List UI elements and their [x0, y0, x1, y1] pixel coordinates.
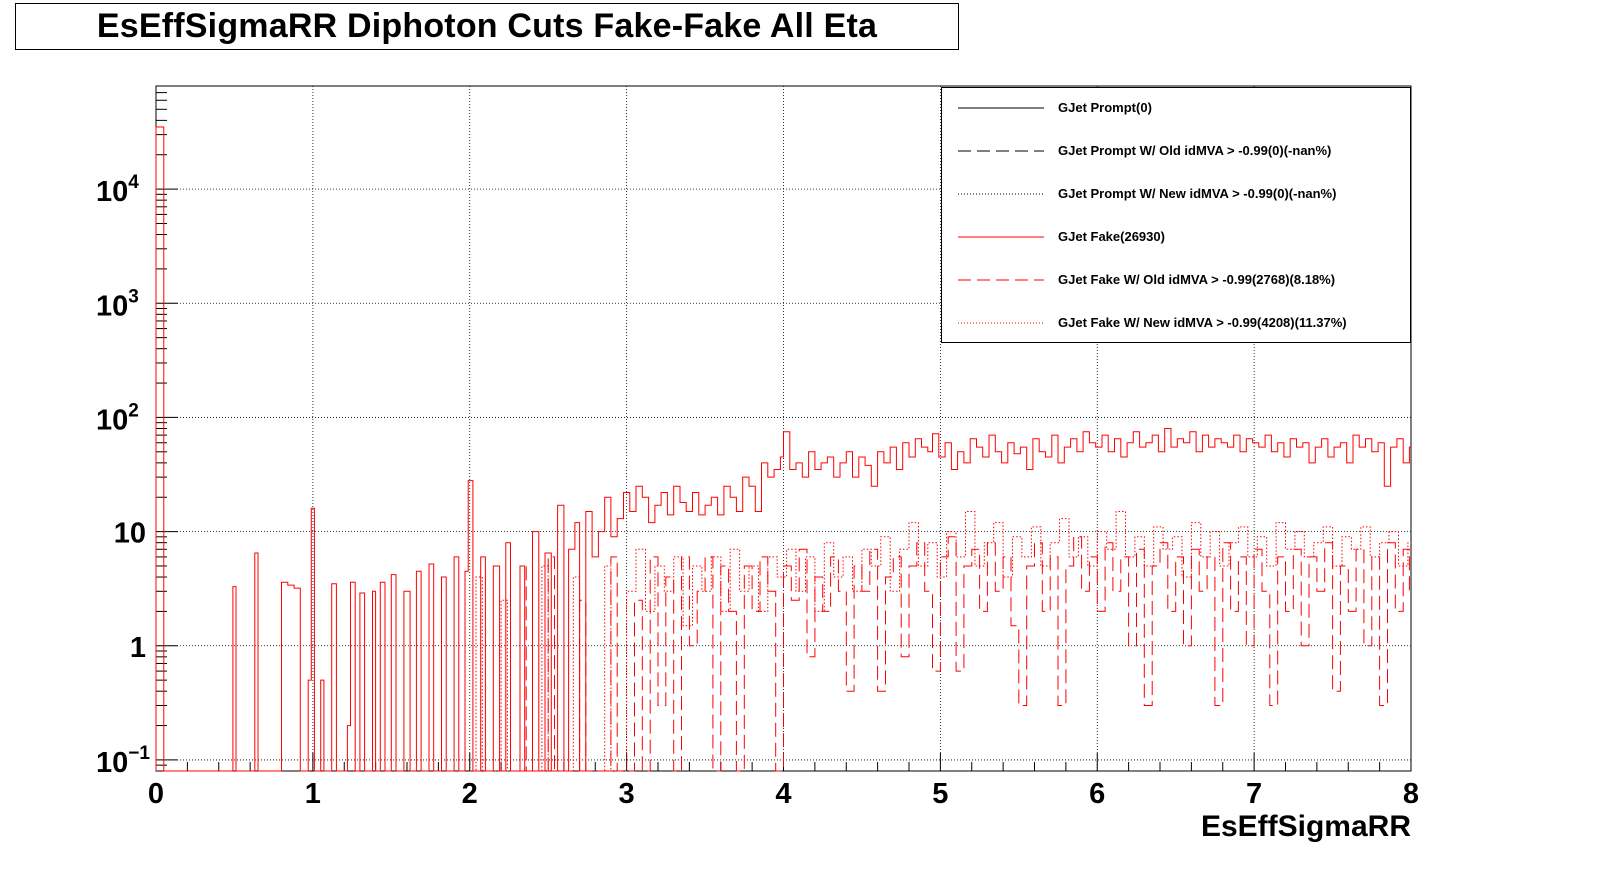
legend-label: GJet Fake(26930) — [1058, 229, 1165, 244]
x-tick-label: 3 — [619, 778, 635, 810]
legend-swatch-dotted-red — [958, 322, 1044, 324]
legend-entry-gjet-fake-old-idmva: GJet Fake W/ Old idMVA > -0.99(2768)(8.1… — [942, 260, 1410, 303]
x-tick-label: 0 — [148, 778, 164, 810]
y-tick-label: 1 — [130, 632, 146, 664]
y-tick-label: 103 — [96, 286, 139, 322]
legend-entry-gjet-fake: GJet Fake(26930) — [942, 217, 1410, 260]
legend-entry-gjet-prompt-old-idmva: GJet Prompt W/ Old idMVA > -0.99(0)(-nan… — [942, 131, 1410, 174]
legend-label: GJet Prompt W/ Old idMVA > -0.99(0)(-nan… — [1058, 143, 1332, 158]
chart-title-box: EsEffSigmaRR Diphoton Cuts Fake-Fake All… — [15, 3, 959, 50]
y-tick-label: 10 — [114, 518, 146, 550]
legend-swatch-solid-black — [958, 107, 1044, 109]
y-tick-label: 102 — [96, 400, 139, 436]
x-tick-label: 8 — [1403, 778, 1419, 810]
legend-label: GJet Fake W/ New idMVA > -0.99(4208)(11.… — [1058, 315, 1347, 330]
legend-label: GJet Prompt(0) — [1058, 100, 1152, 115]
legend-entry-gjet-fake-new-idmva: GJet Fake W/ New idMVA > -0.99(4208)(11.… — [942, 303, 1410, 346]
series-line-4 — [516, 536, 1411, 772]
x-tick-label: 5 — [932, 778, 948, 810]
x-tick-label: 2 — [462, 778, 478, 810]
x-tick-label: 1 — [305, 778, 321, 810]
x-tick-label: 4 — [775, 778, 791, 810]
legend-swatch-dashed-red — [958, 279, 1044, 281]
y-tick-label: 104 — [96, 172, 139, 208]
legend-entry-gjet-prompt-new-idmva: GJet Prompt W/ New idMVA > -0.99(0)(-nan… — [942, 174, 1410, 217]
legend-swatch-dashed-black — [958, 150, 1044, 152]
x-axis-title: EsEffSigmaRR — [1201, 810, 1411, 843]
y-tick-label: 10−1 — [96, 743, 150, 779]
legend-swatch-solid-red — [958, 236, 1044, 238]
series-line-3 — [155, 126, 1411, 772]
chart-title: EsEffSigmaRR Diphoton Cuts Fake-Fake All… — [96, 7, 878, 45]
x-tick-label: 6 — [1089, 778, 1105, 810]
x-tick-label: 7 — [1246, 778, 1262, 810]
series-line-5 — [469, 511, 1411, 772]
legend-label: GJet Fake W/ Old idMVA > -0.99(2768)(8.1… — [1058, 272, 1336, 287]
legend-label: GJet Prompt W/ New idMVA > -0.99(0)(-nan… — [1058, 186, 1337, 201]
legend: GJet Prompt(0) GJet Prompt W/ Old idMVA … — [941, 87, 1411, 343]
legend-entry-gjet-prompt: GJet Prompt(0) — [942, 88, 1410, 131]
legend-swatch-dotted-black — [958, 193, 1044, 195]
